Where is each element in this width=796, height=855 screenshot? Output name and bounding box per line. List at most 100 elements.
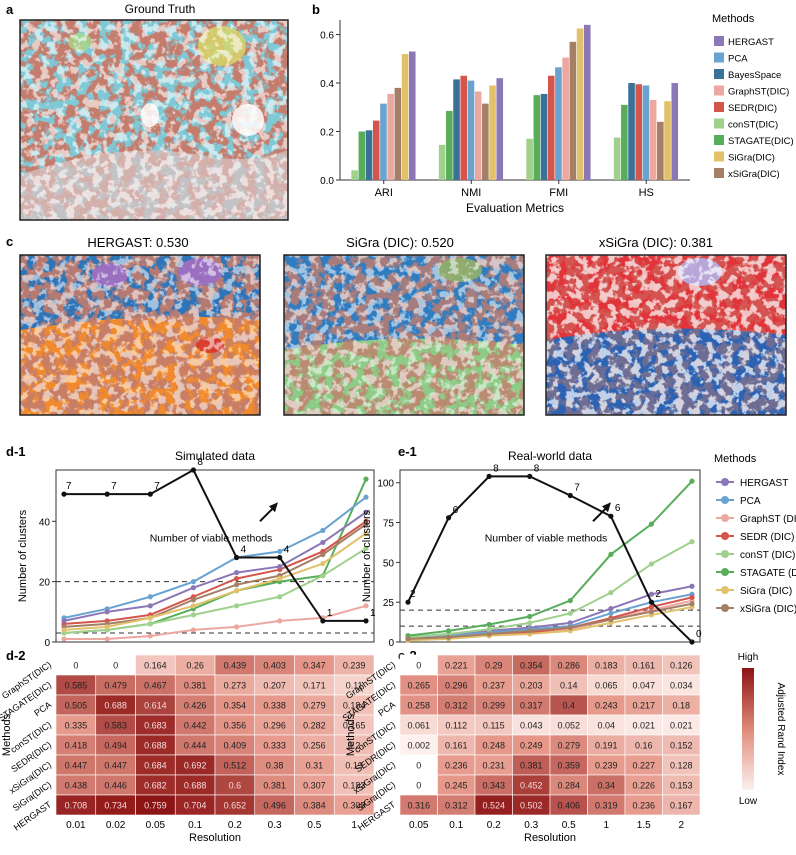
heatmap-cell-label: 0.161: [445, 741, 468, 751]
y-tick-label: 0: [44, 638, 50, 649]
heatmap-cell-label: 0.249: [520, 741, 543, 751]
viable-methods-point: [190, 467, 197, 473]
annotation-label: Number of viable methods: [150, 532, 273, 544]
heatmap-cell-label: 0.734: [104, 801, 127, 811]
heatmap-cell-label: 0.226: [632, 781, 655, 791]
viable-methods-point: [608, 513, 614, 519]
bar-xsigra-dic-nmi: [482, 103, 489, 180]
panel-label-c: c: [6, 234, 13, 249]
series-point-hergast: [689, 583, 695, 589]
legend-swatch-stagate-dic: [714, 135, 724, 145]
heatmap-cell-label: 0.447: [65, 761, 88, 771]
series-line-xsigra-dic: [407, 602, 693, 640]
heatmap-cell-label: 0.115: [483, 721, 505, 731]
heatmap-cell-label: 0.494: [104, 741, 127, 751]
bar-graphst-dic-fmi: [562, 57, 569, 180]
legend-label-sedr-dic: SEDR(DIC): [728, 103, 777, 114]
heatmap-cell-label: 0.296: [263, 721, 286, 731]
legend-title: Methods: [712, 13, 755, 25]
series-point-sigra-dic: [61, 627, 67, 633]
bar-graphst-dic-hs: [649, 100, 657, 180]
heatmap-cell-label: 0.439: [224, 661, 247, 671]
series-point-graphst-dic: [147, 633, 153, 639]
legend-label-bayesspace: BayesSpace: [728, 70, 781, 81]
series-point-stagate-dic: [363, 476, 369, 482]
viable-methods-label: 8: [534, 463, 540, 474]
col-label: 0.02: [106, 820, 126, 831]
col-label: 1: [351, 820, 357, 831]
ground-truth-map: [19, 19, 289, 221]
heatmap-cell-label: 0.6: [229, 781, 242, 791]
y-tick-label: 0.0: [320, 176, 334, 187]
series-point-sigra-dic: [190, 603, 197, 609]
series-point-sigra-dic: [320, 560, 326, 567]
viable-methods-label: 6: [453, 505, 459, 516]
heatmap-cell-label: 0.4: [562, 701, 575, 711]
bar-graphst-dic-nmi: [474, 91, 482, 180]
viable-methods-label: 4: [241, 545, 247, 556]
col-label: 2: [678, 820, 684, 831]
viable-methods-label: 0: [696, 629, 702, 640]
heatmap-cell-label: 0: [416, 781, 421, 791]
heatmap-cell-label: 0.316: [407, 801, 430, 811]
series-point-hergast: [608, 605, 614, 612]
y-tick-label: 50: [383, 558, 395, 569]
viable-methods-label: 4: [284, 545, 290, 556]
series-point-xsigra-dic: [648, 609, 655, 615]
heatmap-cell-label: 0.021: [670, 721, 693, 731]
bar-const-dic-nmi: [438, 144, 446, 180]
y-tick-label: 20: [39, 578, 51, 589]
viable-methods-point: [405, 599, 411, 605]
legend-swatch-hergast: [714, 36, 724, 46]
heatmap-cell-label: 0.585: [65, 681, 88, 691]
bar-graphst-dic-ari: [387, 93, 394, 180]
legend-label-pca: PCA: [728, 54, 748, 65]
series-line-pca: [407, 593, 693, 639]
heatmap-cell-label: 0.426: [184, 701, 207, 711]
series-point-xsigra-dic: [405, 636, 411, 642]
heatmap-cell-label: 0.505: [65, 701, 88, 711]
bar-bayesspace-fmi: [540, 93, 548, 180]
series-point-const-dic: [486, 626, 492, 632]
heatmap-cell-label: 0.065: [595, 681, 618, 691]
bar-stagate-dic-hs: [621, 104, 628, 180]
ground-truth-title: Ground Truth: [125, 2, 196, 16]
heatmap-cell-label: 0.164: [144, 661, 167, 671]
heatmap-cell-label: 0.381: [520, 761, 543, 771]
heatmap-cell-label: 0.307: [303, 781, 326, 791]
heatmap-cell-label: 0.502: [520, 801, 543, 811]
heatmap-cell-label: 0: [113, 661, 118, 671]
heatmap-cell-label: 0.248: [482, 741, 505, 751]
heatmap-cell-label: 0.524: [482, 801, 505, 811]
legend-label-stagate-dic: STAGATE (DIC): [740, 568, 796, 579]
legend-label-graphst-dic: GraphST(DIC): [728, 87, 789, 98]
viable-methods-line: [64, 468, 366, 622]
series-point-xsigra-dic: [527, 628, 533, 634]
series-point-stagate-dic: [648, 521, 655, 527]
heatmap-cell-label: 0.347: [303, 661, 326, 671]
panel-label-b: b: [312, 2, 320, 17]
x-tick-label: ARI: [375, 187, 393, 199]
series-point-stagate-dic: [567, 597, 573, 604]
row-label-pca: PCA: [376, 699, 397, 718]
legend-marker-xsigra-dic: [721, 604, 729, 612]
heatmap-cell-label: 0.759: [144, 801, 167, 811]
heatmap-cell-label: 0: [416, 761, 421, 771]
heatmap-cell-label: 0.243: [595, 701, 618, 711]
heatmap-cell-label: 0.237: [482, 681, 505, 691]
bar-pca-hs: [642, 85, 650, 180]
series-point-hergast: [147, 603, 153, 609]
x-axis-title: Evaluation Metrics: [466, 201, 564, 215]
legend-swatch-sigra-dic: [714, 151, 724, 162]
heatmap-cell-label: 0.356: [224, 721, 247, 731]
y-tick-label: 40: [39, 517, 51, 528]
heatmap-simulated: 0 0 0.164 0.26 0.439 0.403 0.347 0.239 0.585 0.47…: [0, 654, 375, 844]
viable-methods-label: 2: [655, 589, 661, 600]
series-point-sigra-dic: [363, 530, 369, 536]
heatmap-cell-label: 0.684: [144, 761, 167, 771]
heatmap-cell-label: 0.317: [520, 701, 543, 711]
series-point-stagate-dic: [486, 621, 492, 628]
viable-methods-label: 2: [410, 589, 416, 600]
heatmap-cell-label: 0.265: [407, 681, 430, 691]
series-point-const-dic: [233, 603, 240, 609]
